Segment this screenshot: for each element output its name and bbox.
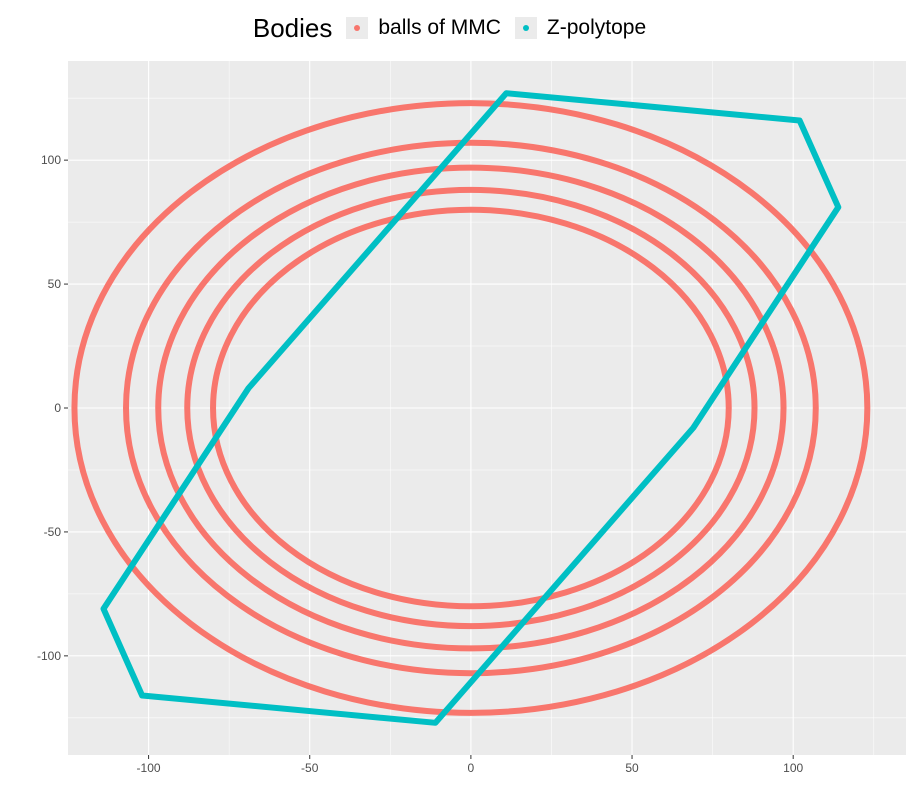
ball-ellipse-5	[210, 206, 732, 610]
y-tick-label: 50	[48, 277, 62, 291]
x-tick-label: 100	[783, 761, 803, 775]
y-tick-label: -50	[44, 525, 62, 539]
legend-title: Bodies	[252, 12, 333, 43]
ball-ellipse-3	[155, 164, 787, 652]
x-tick-label: 50	[625, 761, 639, 775]
legend-label-balls: balls of MMC	[378, 16, 501, 39]
axis-layer: -100 -50 0 50 100 -100 -50 0 50 100	[37, 153, 804, 775]
x-tick-label: -50	[301, 761, 319, 775]
z-polytope-outline	[100, 90, 842, 726]
x-tick-label: 0	[468, 761, 475, 775]
legend-item-balls: balls of MMC	[346, 16, 501, 40]
legend-item-polytope: Z-polytope	[514, 16, 647, 40]
legend-key-polytope	[514, 17, 537, 39]
y-tick-label: 100	[41, 153, 61, 167]
ball-ellipse-2	[123, 139, 819, 677]
legend-label-polytope: Z-polytope	[546, 16, 647, 39]
legend-dot-polytope	[522, 25, 529, 31]
legend-dot-balls	[354, 25, 361, 31]
legend: Bodies balls of MMC Z-polytope	[0, 8, 913, 48]
x-tick-label: -100	[137, 761, 161, 775]
y-tick-label: 0	[54, 401, 61, 415]
ball-ellipse-1	[71, 100, 871, 716]
ball-ellipse-4	[184, 186, 758, 630]
series-layer	[71, 90, 871, 726]
legend-key-balls	[346, 17, 369, 39]
y-tick-label: -100	[37, 649, 61, 663]
